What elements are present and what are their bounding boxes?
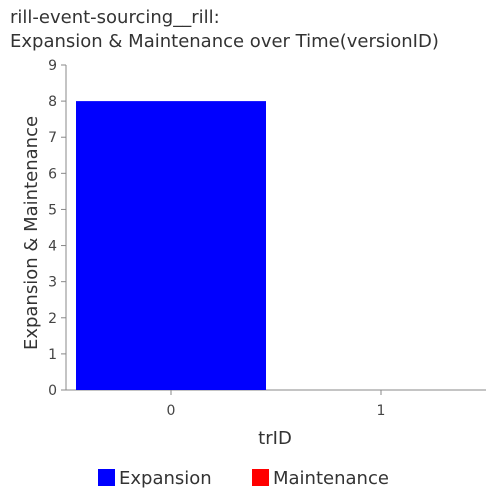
- y-tick-label: 9: [48, 58, 57, 74]
- legend-label-expansion: Expansion: [119, 468, 212, 489]
- y-tick-label: 7: [48, 130, 57, 146]
- y-tick-label: 4: [48, 239, 57, 255]
- x-tick-label: 0: [167, 403, 176, 419]
- y-tick-label: 1: [48, 347, 57, 363]
- y-tick-label: 3: [48, 275, 57, 291]
- bar-expansion-0: [76, 101, 266, 390]
- legend-label-maintenance: Maintenance: [273, 468, 389, 489]
- bars-group: [76, 101, 266, 390]
- y-tick-label: 5: [48, 202, 57, 218]
- y-axis: 0 1 2 3 4 5 6 7 8 9: [48, 58, 67, 399]
- chart-title-line-1: rill-event-sourcing__rill:: [10, 7, 220, 28]
- y-tick-label: 8: [48, 94, 57, 110]
- legend-swatch-maintenance: [252, 469, 269, 486]
- x-axis-title: trID: [258, 428, 292, 449]
- y-tick-label: 6: [48, 166, 57, 182]
- chart-title: rill-event-sourcing__rill: Expansion & M…: [10, 6, 495, 54]
- y-tick-label: 2: [48, 311, 57, 327]
- x-tick-label: 1: [377, 403, 386, 419]
- legend-swatch-expansion: [98, 469, 115, 486]
- legend: Expansion Maintenance: [98, 468, 389, 489]
- y-axis-title: Expansion & Maintenance: [21, 116, 42, 350]
- chart-title-line-2: Expansion & Maintenance over Time(versio…: [10, 31, 439, 52]
- y-tick-label: 0: [48, 383, 57, 399]
